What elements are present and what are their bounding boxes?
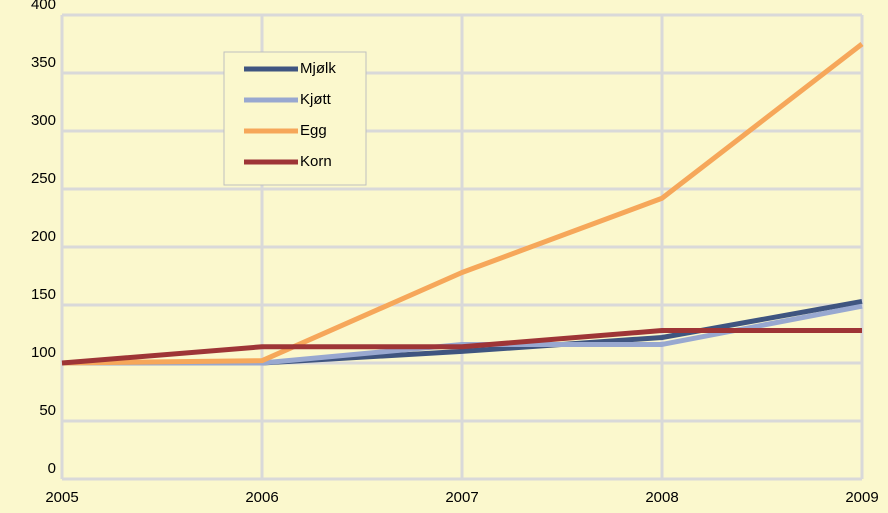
- x-tick-label: 2008: [645, 489, 678, 506]
- y-tick-label: 200: [31, 228, 56, 245]
- legend-label: Korn: [300, 153, 332, 170]
- y-tick-label: 50: [39, 402, 56, 419]
- legend-label: Mjølk: [300, 60, 336, 77]
- legend-label: Egg: [300, 122, 327, 139]
- y-tick-label: 400: [31, 0, 56, 13]
- y-tick-label: 300: [31, 112, 56, 129]
- y-tick-label: 250: [31, 170, 56, 187]
- y-tick-label: 0: [48, 460, 56, 477]
- y-tick-label: 350: [31, 54, 56, 71]
- line: [61, 328, 862, 366]
- x-tick-label: 2007: [445, 489, 478, 506]
- x-tick-label: 2009: [845, 489, 878, 506]
- legend-box: [223, 51, 367, 186]
- legend-label: Kjøtt: [300, 91, 332, 108]
- y-tick-label: 100: [31, 344, 56, 361]
- x-tick-label: 2006: [245, 489, 278, 506]
- line: [61, 42, 864, 366]
- y-tick-label: 150: [31, 286, 56, 303]
- x-tick-label: 2005: [45, 489, 78, 506]
